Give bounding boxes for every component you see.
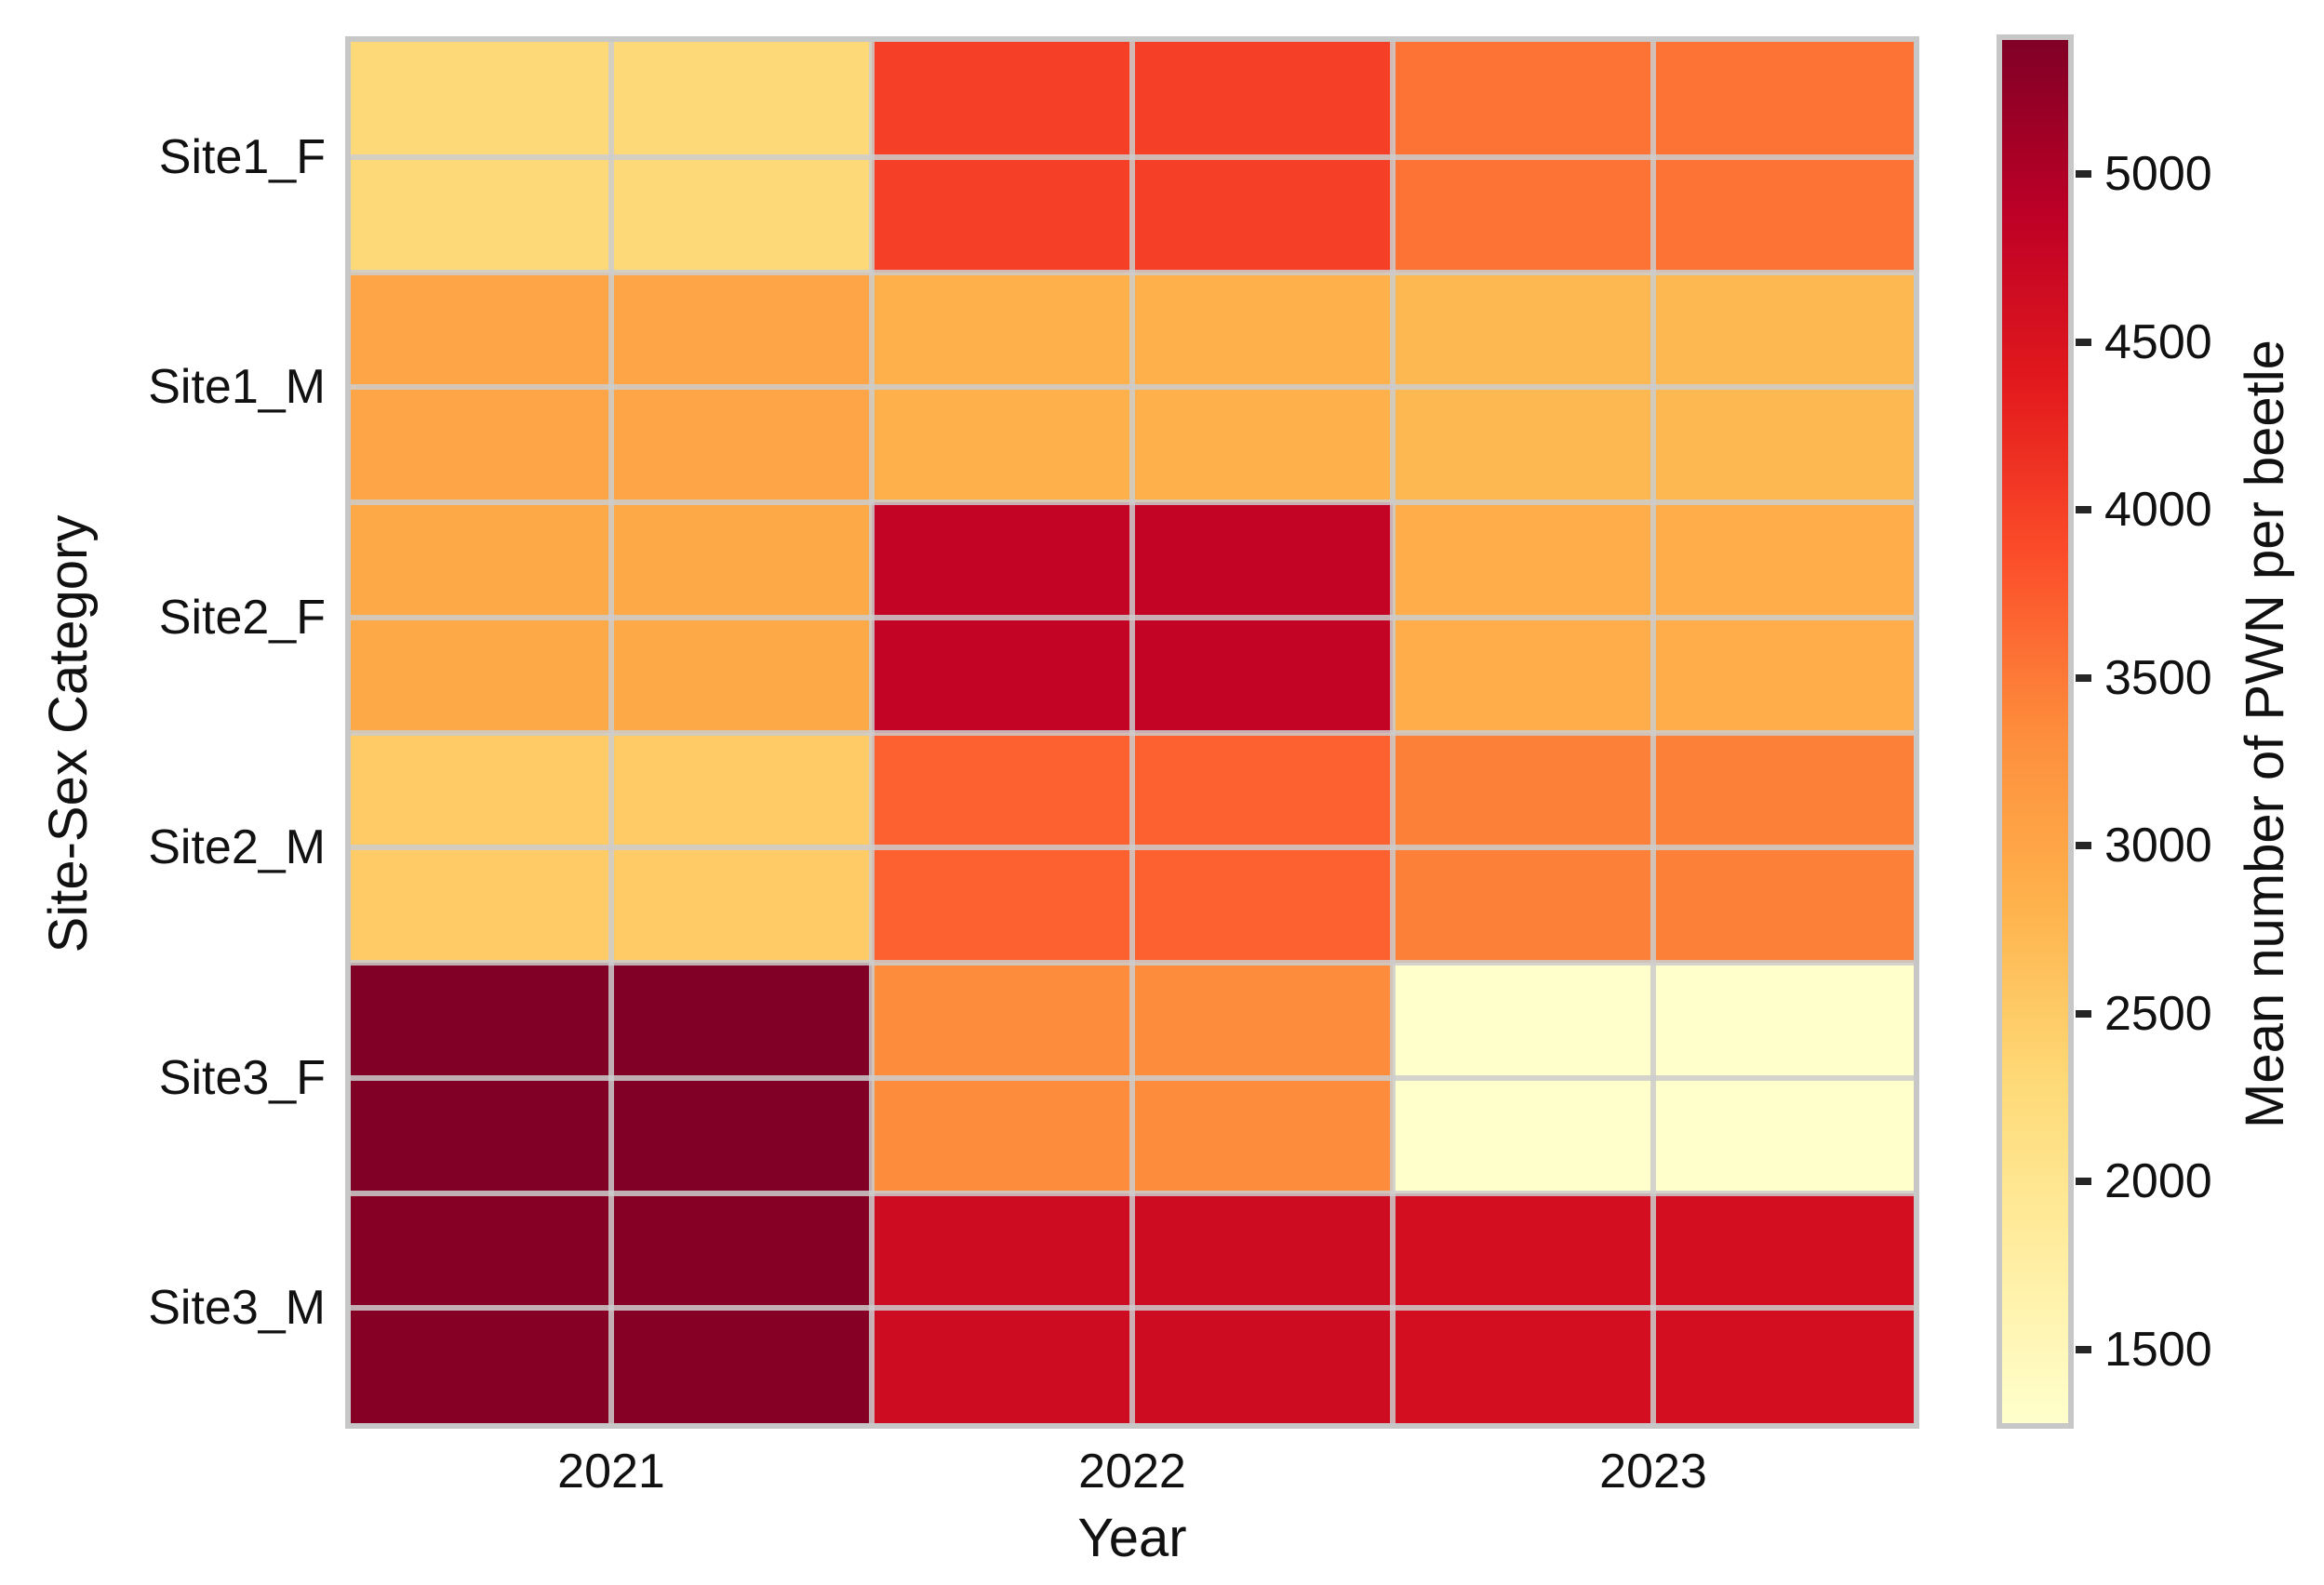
y-tick-label: Site3_F	[158, 1050, 326, 1105]
heatmap-cell	[1393, 502, 1914, 733]
heatmap-cell	[1393, 963, 1914, 1193]
heatmap-cell	[1393, 1192, 1914, 1423]
colorbar-tick-label: 4000	[2104, 483, 2212, 538]
heatmap-cell	[351, 272, 872, 502]
heatmap-cell	[351, 1192, 872, 1423]
heatmap-cell	[872, 502, 1393, 733]
heatmap-cell	[1393, 732, 1914, 963]
heatmap-cell	[872, 1192, 1393, 1423]
y-axis-label: Site-Sex Category	[38, 514, 99, 953]
y-tick-label: Site1_M	[148, 360, 326, 415]
heatmap-cell	[1393, 272, 1914, 502]
x-tick-label: 2022	[1078, 1445, 1186, 1498]
heatmap-cell	[872, 963, 1393, 1193]
colorbar-tick-label: 2500	[2104, 986, 2212, 1041]
colorbar-tick-mark	[2076, 338, 2091, 346]
colorbar-tick-label: 3500	[2104, 650, 2212, 705]
heatmap-cell	[351, 42, 872, 273]
colorbar-tick-mark	[2076, 506, 2091, 514]
colorbar-tick-mark	[2076, 673, 2091, 682]
heatmap-cell	[351, 732, 872, 963]
heatmap-cell	[872, 272, 1393, 502]
colorbar-tick-label: 5000	[2104, 147, 2212, 202]
colorbar-tick-label: 4500	[2104, 314, 2212, 369]
colorbar-tick-mark	[2076, 1178, 2091, 1186]
heatmap-cell	[351, 963, 872, 1193]
x-tick-label: 2023	[1599, 1445, 1707, 1498]
colorbar-label: Mean number of PWN per beetle	[2235, 340, 2295, 1128]
heatmap-plot-area	[345, 36, 1919, 1429]
y-tick-label: Site1_F	[158, 129, 326, 184]
colorbar-tick-label: 3000	[2104, 819, 2212, 873]
x-tick-label: 2021	[557, 1445, 665, 1498]
colorbar-tick-mark	[2076, 1009, 2091, 1018]
colorbar-tick-label: 2000	[2104, 1154, 2212, 1209]
colorbar-tick-mark	[2076, 170, 2091, 179]
colorbar-tick-mark	[2076, 1345, 2091, 1353]
colorbar-tick-mark	[2076, 842, 2091, 850]
y-tick-label: Site2_F	[158, 590, 326, 645]
colorbar	[1997, 34, 2074, 1429]
heatmap-cells	[351, 42, 1914, 1423]
colorbar-gradient	[2002, 40, 2068, 1423]
heatmap-cell	[872, 42, 1393, 273]
heatmap-cell	[872, 732, 1393, 963]
heatmap-cell	[351, 502, 872, 733]
x-axis-label: Year	[1077, 1508, 1187, 1568]
heatmap-cell	[1393, 42, 1914, 273]
y-tick-label: Site2_M	[148, 820, 326, 875]
colorbar-tick-label: 1500	[2104, 1322, 2212, 1377]
y-tick-label: Site3_M	[148, 1281, 326, 1336]
